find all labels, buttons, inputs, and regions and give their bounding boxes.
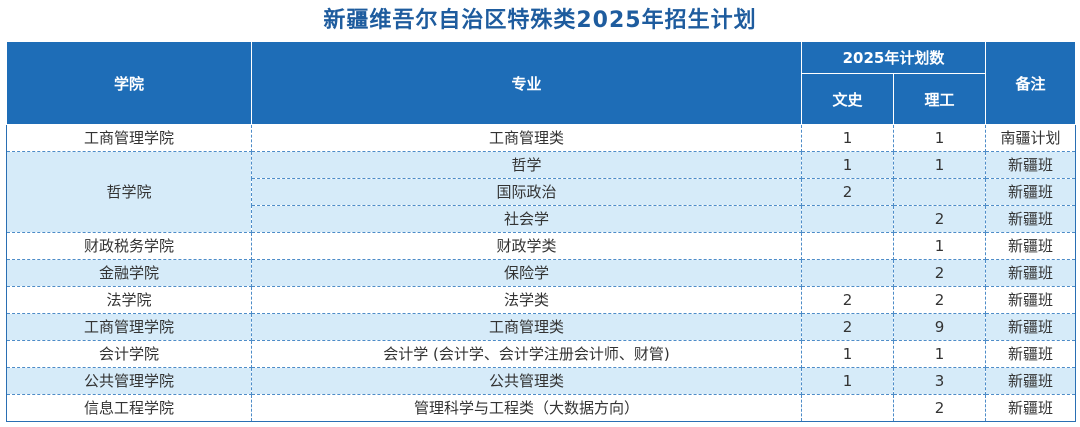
major-cell: 国际政治 [251, 178, 802, 206]
header-plan: 2025年计划数 [801, 41, 986, 74]
note-cell: 新疆班 [985, 232, 1076, 260]
science-cell: 1 [893, 232, 986, 260]
science-cell: 3 [893, 367, 986, 395]
science-cell: 9 [893, 313, 986, 341]
note-cell: 新疆班 [985, 286, 1076, 314]
note-cell: 新疆班 [985, 205, 1076, 233]
table-row: 财政税务学院 财政学类 1 新疆班 [6, 232, 1076, 260]
major-cell: 法学类 [251, 286, 802, 314]
major-cell: 保险学 [251, 259, 802, 287]
table-row: 法学院 法学类 2 2 新疆班 [6, 286, 1076, 314]
arts-cell [801, 232, 894, 260]
note-cell: 新疆班 [985, 259, 1076, 287]
science-cell: 2 [893, 205, 986, 233]
college-cell: 工商管理学院 [6, 124, 252, 152]
major-cell: 哲学 [251, 151, 802, 179]
science-cell [893, 178, 986, 206]
science-cell: 1 [893, 151, 986, 179]
table-row: 工商管理学院 工商管理类 1 1 南疆计划 [6, 124, 1076, 152]
note-cell: 新疆班 [985, 313, 1076, 341]
major-cell: 工商管理类 [251, 313, 802, 341]
table-row: 国际政治 2 新疆班 [7, 178, 1076, 206]
major-cell: 会计学 (会计学、会计学注册会计师、财管) [251, 340, 802, 368]
major-cell: 公共管理类 [251, 367, 802, 395]
college-cell: 会计学院 [6, 340, 252, 368]
note-cell: 南疆计划 [985, 124, 1076, 152]
table-row: 社会学 2 新疆班 [7, 205, 1076, 233]
note-cell: 新疆班 [985, 394, 1076, 422]
major-cell: 财政学类 [251, 232, 802, 260]
table-row: 哲学院 哲学 1 1 新疆班 [6, 151, 1076, 233]
table-row: 公共管理学院 公共管理类 1 3 新疆班 [6, 367, 1076, 395]
college-cell: 公共管理学院 [6, 367, 252, 395]
science-cell: 1 [893, 124, 986, 152]
college-cell: 工商管理学院 [6, 313, 252, 341]
science-cell: 1 [893, 340, 986, 368]
science-cell: 2 [893, 259, 986, 287]
college-cell: 哲学院 [6, 151, 252, 233]
major-cell: 工商管理类 [251, 124, 802, 152]
header-arts: 文史 [801, 73, 894, 125]
college-cell: 金融学院 [6, 259, 252, 287]
arts-cell: 1 [801, 151, 894, 179]
arts-cell: 2 [801, 286, 894, 314]
arts-cell [801, 259, 894, 287]
arts-cell [801, 205, 894, 233]
arts-cell: 2 [801, 313, 894, 341]
note-cell: 新疆班 [985, 367, 1076, 395]
page-title: 新疆维吾尔自治区特殊类2025年招生计划 [323, 8, 757, 33]
arts-cell: 1 [801, 340, 894, 368]
header-note: 备注 [985, 41, 1076, 125]
major-cell: 社会学 [251, 205, 802, 233]
college-cell: 财政税务学院 [6, 232, 252, 260]
enrollment-plan-table: 学院 专业 2025年计划数 备注 文史 理工 工商管理学院 工商管理类 1 1… [6, 41, 1076, 422]
arts-cell: 1 [801, 124, 894, 152]
table-row: 会计学院 会计学 (会计学、会计学注册会计师、财管) 1 1 新疆班 [6, 340, 1076, 368]
arts-cell: 1 [801, 367, 894, 395]
note-cell: 新疆班 [985, 178, 1076, 206]
table-row: 工商管理学院 工商管理类 2 9 新疆班 [6, 313, 1076, 341]
science-cell: 2 [893, 286, 986, 314]
college-cell: 法学院 [6, 286, 252, 314]
arts-cell: 2 [801, 178, 894, 206]
header-major: 专业 [251, 41, 802, 125]
table-row: 金融学院 保险学 2 新疆班 [6, 259, 1076, 287]
table-row: 信息工程学院 管理科学与工程类（大数据方向） 2 新疆班 [6, 394, 1076, 422]
college-cell: 信息工程学院 [6, 394, 252, 422]
science-cell: 2 [893, 394, 986, 422]
header-science: 理工 [893, 73, 986, 125]
note-cell: 新疆班 [985, 151, 1076, 179]
header-college: 学院 [6, 41, 252, 125]
major-cell: 管理科学与工程类（大数据方向） [251, 394, 802, 422]
note-cell: 新疆班 [985, 340, 1076, 368]
arts-cell [801, 394, 894, 422]
